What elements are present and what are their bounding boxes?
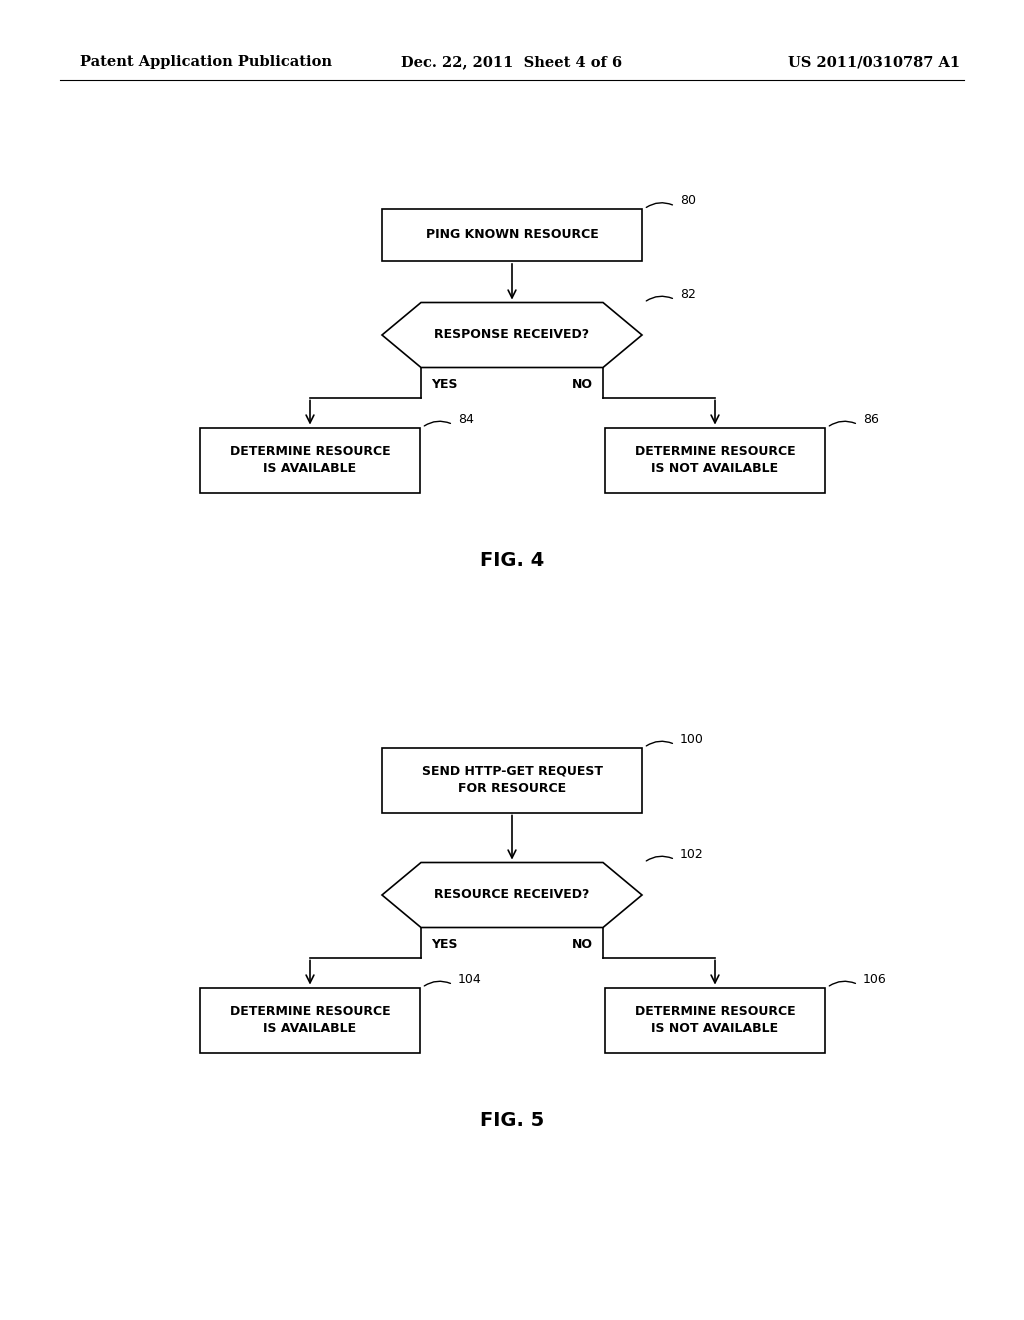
Polygon shape [382,862,642,928]
Text: YES: YES [431,379,458,392]
Bar [200,428,420,492]
Bar [605,428,825,492]
Text: RESOURCE RECEIVED?: RESOURCE RECEIVED? [434,888,590,902]
Bar [200,987,420,1052]
Text: Patent Application Publication: Patent Application Publication [80,55,332,69]
Text: US 2011/0310787 A1: US 2011/0310787 A1 [787,55,961,69]
Text: RESPONSE RECEIVED?: RESPONSE RECEIVED? [434,329,590,342]
Text: 102: 102 [680,847,703,861]
Polygon shape [382,302,642,367]
Text: Dec. 22, 2011  Sheet 4 of 6: Dec. 22, 2011 Sheet 4 of 6 [401,55,623,69]
Text: DETERMINE RESOURCE
IS NOT AVAILABLE: DETERMINE RESOURCE IS NOT AVAILABLE [635,445,796,475]
Text: YES: YES [431,939,458,952]
Text: 104: 104 [458,973,481,986]
Text: PING KNOWN RESOURCE: PING KNOWN RESOURCE [426,228,598,242]
Text: DETERMINE RESOURCE
IS AVAILABLE: DETERMINE RESOURCE IS AVAILABLE [229,1005,390,1035]
Text: FIG. 5: FIG. 5 [480,1110,544,1130]
Text: DETERMINE RESOURCE
IS AVAILABLE: DETERMINE RESOURCE IS AVAILABLE [229,445,390,475]
Text: 106: 106 [863,973,887,986]
Bar [382,747,642,813]
Text: SEND HTTP-GET REQUEST
FOR RESOURCE: SEND HTTP-GET REQUEST FOR RESOURCE [422,766,602,795]
Bar [605,987,825,1052]
Text: 86: 86 [863,413,879,426]
Text: 100: 100 [680,733,703,746]
Text: DETERMINE RESOURCE
IS NOT AVAILABLE: DETERMINE RESOURCE IS NOT AVAILABLE [635,1005,796,1035]
Text: 84: 84 [458,413,474,426]
Text: 80: 80 [680,194,696,207]
Bar [382,209,642,261]
Text: FIG. 4: FIG. 4 [480,550,544,569]
Text: NO: NO [572,939,593,952]
Text: NO: NO [572,379,593,392]
Text: 82: 82 [680,288,696,301]
